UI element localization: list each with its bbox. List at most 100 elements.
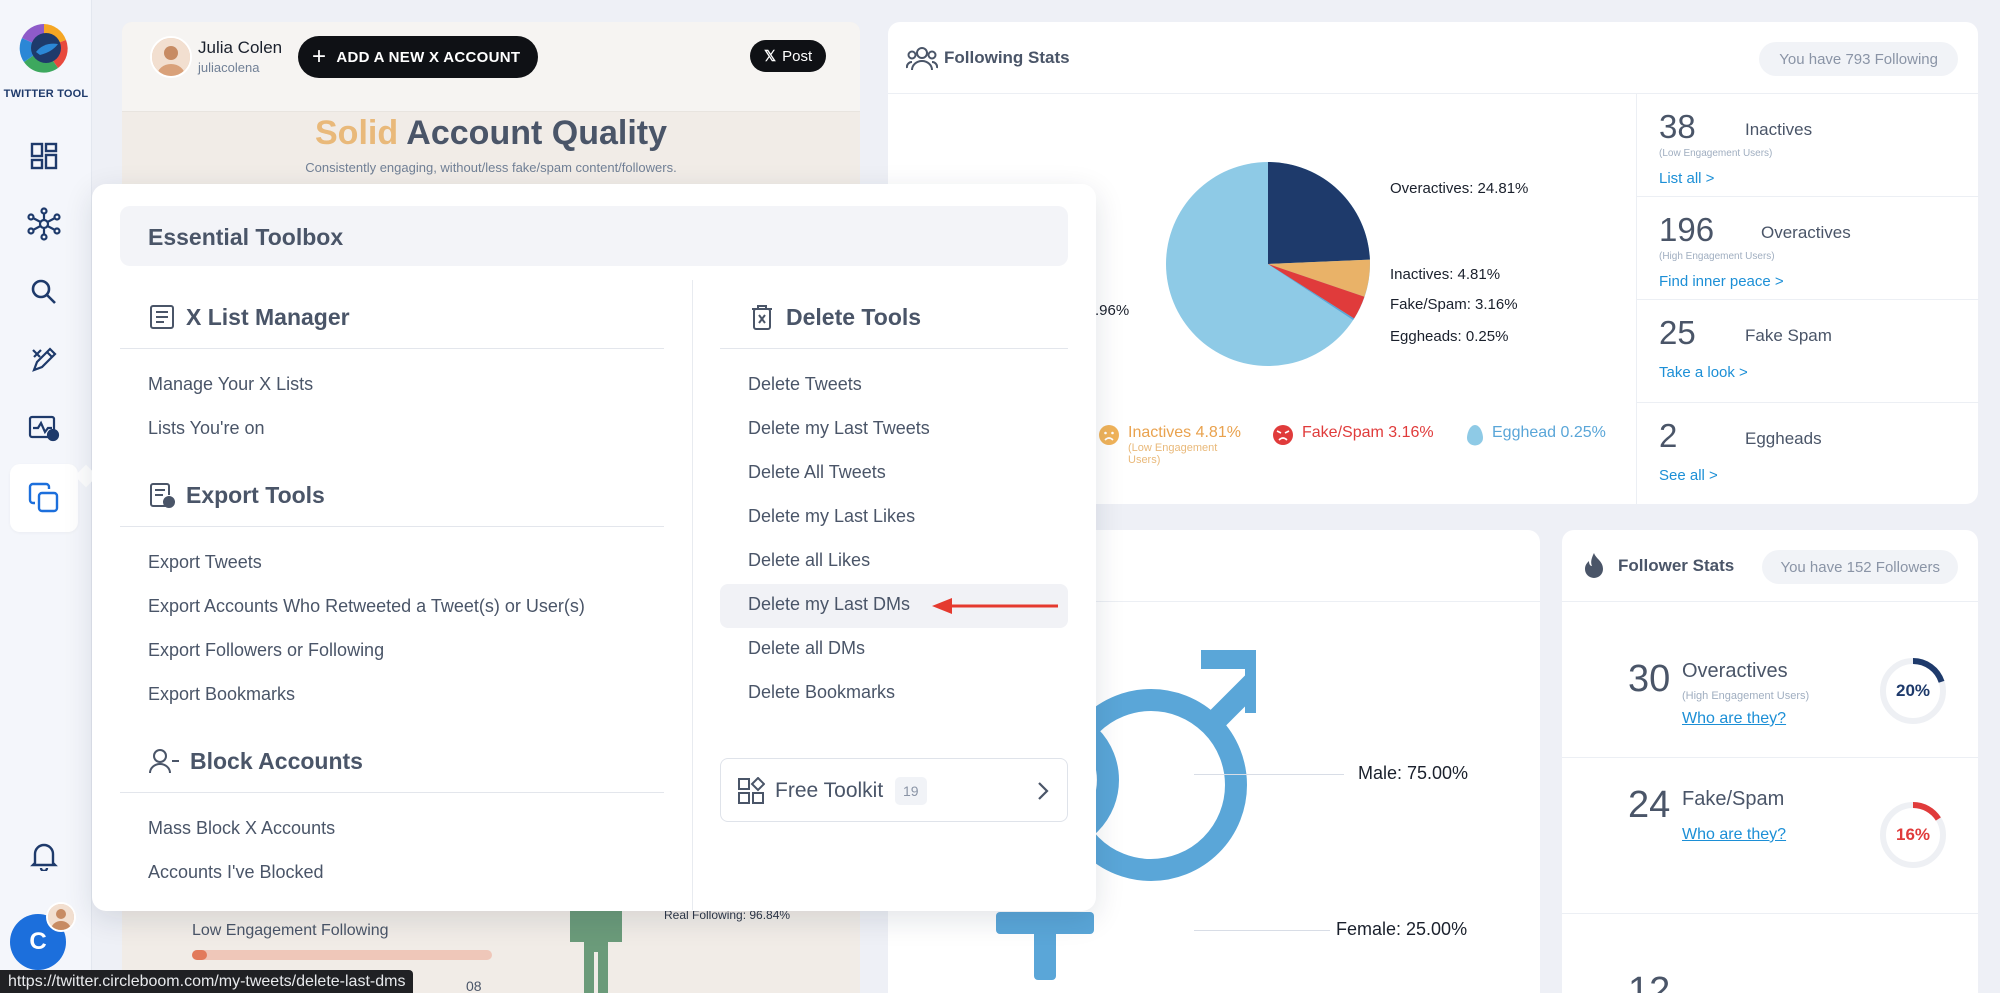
following-stats-list: 38 Inactives (Low Engagement Users) List… — [1636, 94, 1979, 506]
column-divider — [692, 280, 693, 910]
user-avatar[interactable]: C — [10, 914, 66, 970]
menu-accounts-blocked[interactable]: Accounts I've Blocked — [148, 862, 324, 882]
widgets-icon — [738, 777, 765, 804]
free-toolkit-label: Free Toolkit — [775, 779, 884, 802]
list-icon — [150, 305, 174, 329]
following-stats-header: Following Stats You have 793 Following — [888, 22, 1978, 94]
section-divider — [120, 348, 664, 349]
stat-number: 2 — [1659, 417, 1678, 454]
stat-label: Fake Spam — [1745, 326, 1832, 345]
legend-inactives-sub: (Low Engagement Users) — [1128, 442, 1218, 466]
menu-delete-all-dms[interactable]: Delete all DMs — [748, 638, 866, 658]
menu-manage-lists[interactable]: Manage Your X Lists — [148, 374, 314, 394]
block-accounts-title: Block Accounts — [190, 747, 363, 774]
stat-eggheads: 2 Eggheads See all > — [1637, 403, 1979, 506]
monitor-icon[interactable] — [22, 406, 66, 450]
menu-export-tweets[interactable]: Export Tweets — [148, 552, 262, 572]
profile-name: Julia Colen — [198, 38, 283, 57]
list-manager-heading[interactable]: X List Manager — [148, 300, 350, 334]
follower-stat-label: Overactives — [1682, 660, 1788, 682]
follower-stat-number: 24 — [1628, 784, 1671, 826]
menu-delete-last-tweets[interactable]: Delete my Last Tweets — [748, 418, 930, 438]
legend-inactives: Inactives 4.81% (Low Engagement Users) — [1098, 424, 1248, 466]
list-manager-title: X List Manager — [186, 303, 350, 330]
female-leader-line — [1194, 930, 1330, 931]
following-count-badge: You have 793 Following — [1759, 42, 1958, 76]
trash-icon — [752, 305, 772, 330]
menu-delete-all-tweets[interactable]: Delete All Tweets — [748, 462, 886, 482]
design-icon[interactable] — [22, 338, 66, 382]
bell-icon[interactable] — [22, 834, 66, 878]
gender-panel-header — [888, 530, 1540, 602]
stat-sublabel: (Low Engagement Users) — [1659, 148, 1773, 159]
stat-label: Inactives — [1745, 120, 1813, 139]
section-divider — [120, 792, 664, 793]
female-label: Female: 25.00% — [1336, 919, 1468, 939]
menu-export-retweeters[interactable]: Export Accounts Who Retweeted a Tweet(s)… — [148, 596, 585, 616]
menu-delete-bookmarks[interactable]: Delete Bookmarks — [748, 682, 896, 702]
menu-delete-tweets[interactable]: Delete Tweets — [748, 374, 862, 394]
block-accounts-heading[interactable]: Block Accounts — [148, 744, 363, 778]
legend-egghead-label: Egghead 0.25% — [1492, 424, 1606, 441]
gauge-arc — [1880, 802, 1946, 868]
pie-label-overactives: Overactives: 24.81% — [1390, 180, 1529, 197]
stat-link[interactable]: Take a look > — [1659, 364, 1748, 381]
stat-number: 196 — [1659, 211, 1715, 248]
search-icon[interactable] — [22, 270, 66, 314]
menu-delete-last-dms[interactable]: Delete my Last DMs — [748, 594, 911, 614]
pie-slice-eggheads — [1268, 264, 1355, 320]
copy-icon[interactable] — [10, 464, 78, 532]
dashboard-icon[interactable] — [22, 134, 66, 178]
egg-icon — [1467, 425, 1483, 446]
menu-export-bookmarks[interactable]: Export Bookmarks — [148, 684, 296, 704]
fakespam-gauge: 16% — [1878, 800, 1948, 870]
pie-label-eggheads: Eggheads: 0.25% — [1390, 328, 1509, 345]
export-tools-heading[interactable]: Export Tools — [148, 478, 325, 512]
add-account-button[interactable]: + ADD A NEW X ACCOUNT — [298, 36, 539, 78]
profile-avatar[interactable] — [150, 36, 192, 78]
stat-sublabel: (High Engagement Users) — [1659, 251, 1775, 262]
menu-lists-youre-on[interactable]: Lists You're on — [148, 418, 265, 438]
account-avatar[interactable] — [46, 902, 76, 932]
male-label: Male: 75.00% — [1358, 763, 1469, 783]
export-icon — [150, 483, 175, 508]
add-account-label: ADD A NEW X ACCOUNT — [336, 48, 521, 66]
pie-label-fakespam: Fake/Spam: 3.16% — [1390, 296, 1518, 313]
sidebar: TWITTER TOOL — [0, 0, 92, 993]
follower-fakespam: 24 Fake/Spam Who are they? 16% — [1562, 758, 1978, 914]
stat-link[interactable]: See all > — [1659, 467, 1718, 484]
legend-fakespam: Fake/Spam 3.16% — [1272, 424, 1434, 446]
pie-label-inactives: Inactives: 4.81% — [1390, 266, 1501, 283]
essential-toolbox-popup: Essential Toolbox X List Manager Manage … — [92, 184, 1096, 911]
x-post-button[interactable]: 𝕏 Post — [750, 40, 827, 72]
low-engagement-bar — [192, 950, 492, 960]
low-engagement-fill — [192, 950, 207, 960]
following-pie-chart — [1166, 162, 1370, 366]
stat-number: 38 — [1659, 108, 1696, 145]
legend-egghead: Egghead 0.25% — [1466, 424, 1606, 446]
stat-link[interactable]: List all > — [1659, 170, 1715, 187]
menu-delete-last-likes[interactable]: Delete my Last Likes — [748, 506, 916, 526]
menu-mass-block[interactable]: Mass Block X Accounts — [148, 818, 336, 838]
following-stats-title: Following Stats — [944, 48, 1070, 67]
follower-partial-number: 12 — [1628, 970, 1671, 993]
legend-fakespam-label: Fake/Spam 3.16% — [1302, 424, 1434, 441]
stat-inactives: 38 Inactives (Low Engagement Users) List… — [1637, 94, 1979, 197]
free-toolkit-button[interactable]: Free Toolkit 19 — [720, 758, 1068, 822]
stat-link[interactable]: Find inner peace > — [1659, 273, 1784, 290]
stat-fakespam: 25 Fake Spam Take a look > — [1637, 300, 1979, 403]
delete-tools-heading[interactable]: Delete Tools — [748, 300, 921, 334]
menu-delete-all-likes[interactable]: Delete all Likes — [748, 550, 871, 570]
who-are-they-link[interactable]: Who are they? — [1682, 826, 1787, 843]
toolbox-header: Essential Toolbox — [120, 206, 1068, 266]
block-user-icon — [149, 749, 179, 774]
quality-word: Solid — [315, 114, 399, 152]
delete-tools-title: Delete Tools — [786, 303, 922, 330]
follower-stat-sublabel: (High Engagement Users) — [1682, 690, 1810, 702]
follower-stat-label: Fake/Spam — [1682, 788, 1785, 810]
gauge-percent: 20% — [1895, 681, 1931, 700]
app-logo[interactable] — [18, 22, 70, 74]
menu-export-followers[interactable]: Export Followers or Following — [148, 640, 385, 660]
who-are-they-link[interactable]: Who are they? — [1682, 710, 1787, 727]
network-icon[interactable] — [22, 202, 66, 246]
